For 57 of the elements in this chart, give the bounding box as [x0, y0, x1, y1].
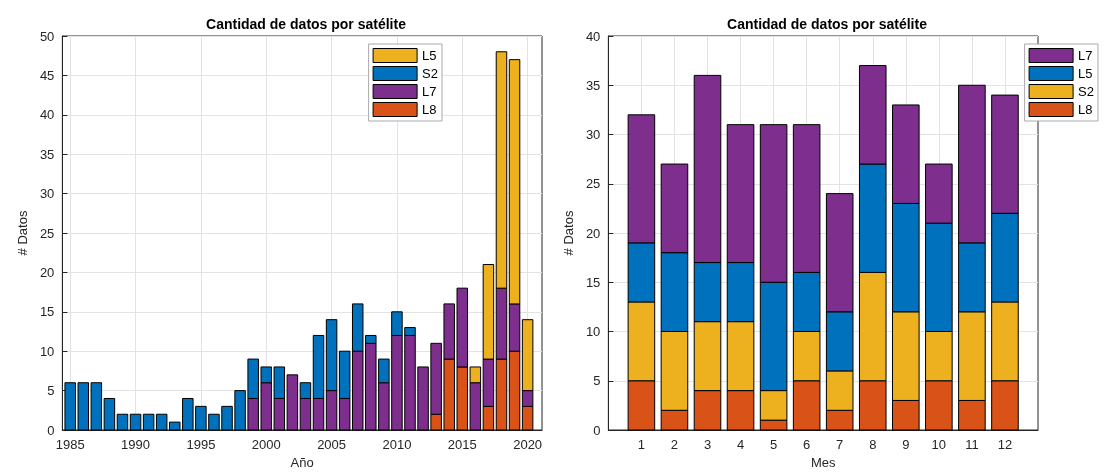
y-tick-label: 40: [39, 107, 55, 123]
chart-title: Cantidad de datos por satélite: [206, 16, 407, 32]
y-tick-label: 35: [39, 146, 55, 162]
x-tick-label: 2020: [513, 437, 543, 452]
y-tick-label: 10: [585, 324, 601, 339]
x-tick-label: 2005: [317, 437, 347, 452]
y-tick-label: 0: [47, 422, 55, 438]
y-tick-label: 15: [585, 274, 601, 290]
x-tick-label: 12: [997, 437, 1013, 452]
y-tick-label: 0: [593, 422, 601, 438]
legend-label: L5: [422, 48, 437, 63]
y-tick-label: 45: [39, 67, 55, 83]
y-tick-label: 40: [585, 28, 601, 44]
legend-label: L8: [422, 102, 437, 117]
x-tick-label: 9: [902, 437, 910, 452]
y-tick-label: 5: [47, 383, 55, 399]
legend-label: S2: [1078, 84, 1095, 99]
bar: [103, 397, 116, 431]
legend-label: L5: [1078, 66, 1093, 81]
y-tick-label: 5: [593, 373, 601, 389]
x-tick-label: 3: [703, 437, 712, 452]
x-axis-title: Año: [290, 455, 314, 470]
x-tick-label: 10: [931, 437, 947, 452]
y-tick-label: 15: [39, 304, 55, 320]
x-tick-label: 2010: [382, 437, 412, 452]
legend-label: L7: [1078, 48, 1093, 63]
x-tick-label: 8: [869, 437, 877, 452]
y-tick-label: 20: [39, 264, 55, 280]
y-tick-label: 30: [585, 127, 601, 142]
x-tick-label: 1985: [55, 437, 85, 452]
y-tick-label: 20: [585, 225, 601, 241]
x-axis-title: Mes: [810, 455, 836, 470]
x-tick-label: 4: [736, 437, 745, 452]
legend-label: L7: [422, 84, 437, 99]
x-tick-label: 2015: [447, 437, 477, 452]
y-tick-label: 50: [39, 28, 55, 44]
x-tick-label: 1995: [186, 437, 216, 452]
y-axis-title: # Datos: [15, 210, 30, 256]
x-tick-label: 1: [637, 437, 646, 452]
y-tick-label: 25: [39, 225, 55, 241]
x-tick-label: 2: [670, 437, 679, 452]
x-tick-label: 6: [803, 437, 811, 452]
legend-label: S2: [422, 66, 439, 81]
y-axis-title: # Datos: [561, 210, 576, 256]
y-tick-label: 30: [39, 186, 55, 202]
y-tick-label: 10: [39, 343, 55, 359]
x-tick-label: 11: [965, 437, 979, 452]
y-tick-label: 25: [585, 176, 601, 192]
x-tick-label: 1990: [121, 437, 151, 452]
bar: [129, 413, 142, 431]
legend-label: L8: [1078, 102, 1093, 117]
x-tick-label: 7: [836, 437, 844, 452]
bar: [116, 413, 129, 431]
y-tick-label: 35: [585, 77, 601, 93]
x-tick-label: 2000: [251, 437, 281, 452]
x-tick-label: 5: [769, 437, 778, 452]
chart-title: Cantidad de datos por satélite: [727, 16, 928, 32]
